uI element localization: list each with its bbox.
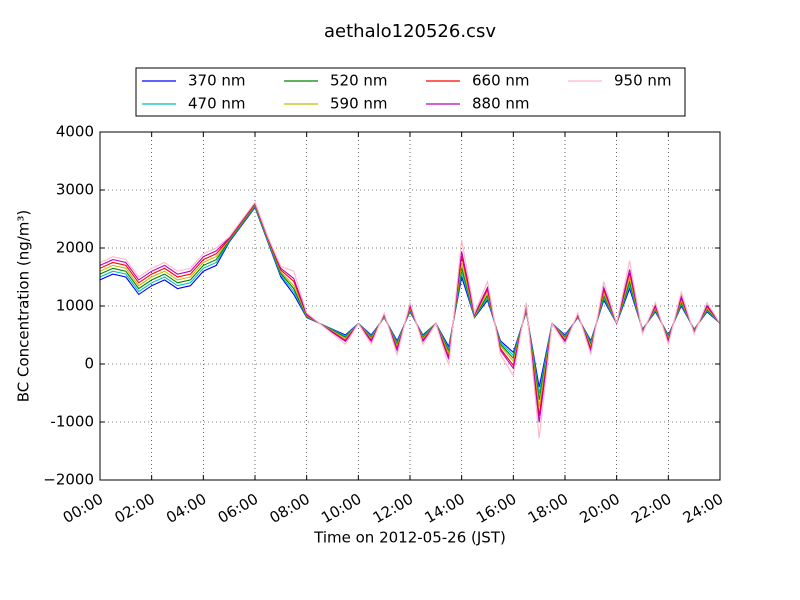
- legend-label: 880 nm: [472, 95, 530, 113]
- y-tick-label: −2000: [43, 471, 94, 489]
- legend-label: 950 nm: [614, 72, 672, 90]
- y-tick-label: 2000: [56, 239, 94, 257]
- y-tick-label: -1000: [50, 413, 94, 431]
- series-line: [100, 201, 720, 439]
- plot-frame: [99, 131, 721, 481]
- x-axis-label: Time on 2012-05-26 (JST): [313, 529, 506, 547]
- chart-title: aethalo120526.csv: [324, 21, 496, 42]
- y-axis-label: BC Concentration (ng/m³): [15, 210, 33, 403]
- legend-box: [135, 67, 686, 117]
- y-tick-label: 0: [84, 355, 94, 373]
- y-tick-label: 1000: [56, 297, 94, 315]
- legend-label: 590 nm: [330, 95, 388, 113]
- y-tick-label: 3000: [56, 181, 94, 199]
- legend-label: 520 nm: [330, 72, 388, 90]
- legend-label: 660 nm: [472, 72, 530, 90]
- legend-label: 470 nm: [188, 95, 246, 113]
- legend-label: 370 nm: [188, 72, 246, 90]
- y-tick-label: 4000: [56, 123, 94, 141]
